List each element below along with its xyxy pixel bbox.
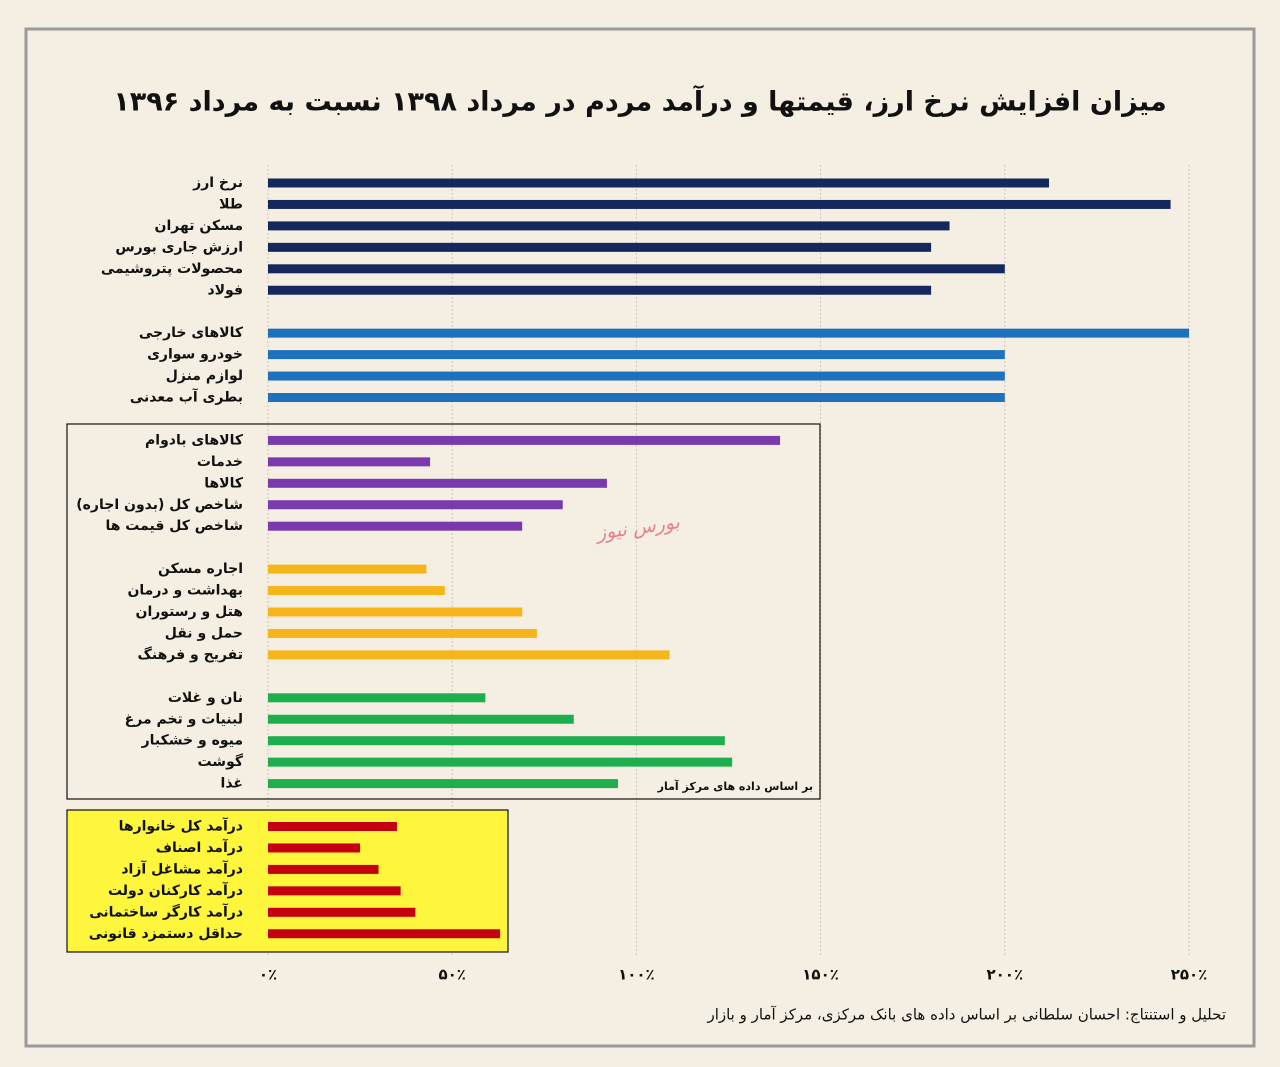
y-tick-label: بهداشت و درمان — [127, 583, 243, 599]
bar — [268, 264, 1005, 274]
y-tick-label: نرخ ارز — [192, 175, 243, 191]
y-tick-label: ارزش جاری بورس — [115, 239, 243, 255]
bar — [268, 457, 431, 467]
y-tick-label: حداقل دستمزد قانونی — [89, 926, 243, 942]
bar — [268, 714, 574, 724]
y-tick-label: شاخص کل قیمت ها — [105, 518, 243, 534]
bar — [268, 564, 427, 574]
y-tick-label: کالاهای خارجی — [139, 325, 244, 341]
bar — [268, 929, 501, 939]
bar — [268, 178, 1050, 188]
y-tick-label: گوشت — [197, 753, 243, 770]
note: بر اساس داده های مرکز آمار — [657, 779, 813, 793]
x-tick-label: ۲۰۰٪ — [986, 966, 1023, 984]
y-tick-label: درآمد کارگر ساختمانی — [89, 902, 243, 920]
x-tick-label: ۵۰٪ — [438, 966, 465, 984]
bar — [268, 586, 445, 596]
bar — [268, 500, 563, 510]
bar — [268, 693, 486, 703]
x-tick-label: ۱۵۰٪ — [802, 966, 839, 984]
bar — [268, 864, 379, 874]
y-tick-label: درآمد کل خانوارها — [119, 817, 243, 835]
y-tick-label: اجاره مسکن — [158, 561, 243, 577]
bar — [268, 822, 397, 831]
y-tick-label: میوه و خشکبار — [141, 733, 243, 749]
x-tick-label: ۱۰۰٪ — [618, 966, 655, 984]
chart-title: میزان افزایش نرخ ارز، قیمتها و درآمد مرد… — [113, 85, 1166, 118]
bar — [268, 607, 523, 617]
y-tick-label: خدمات — [197, 454, 243, 470]
bar — [268, 350, 1005, 360]
bar — [268, 393, 1005, 402]
x-tick-label: ۰٪ — [259, 966, 277, 984]
y-tick-label: درآمد اصناف — [156, 838, 243, 856]
y-tick-label: غذا — [221, 776, 243, 792]
y-tick-label: مسکن تهران — [155, 218, 243, 234]
y-tick-label: کالاها — [204, 475, 244, 491]
y-tick-label: لبنیات و تخم مرغ — [125, 711, 243, 727]
bar — [268, 435, 781, 445]
credit: تحلیل و استنتاج: احسان سلطانی بر اساس دا… — [706, 1006, 1226, 1025]
bar — [268, 285, 932, 295]
y-tick-label: خودرو سواری — [147, 347, 243, 363]
y-tick-label: تفریح و فرهنگ — [138, 646, 243, 663]
bar — [268, 221, 950, 231]
bar — [268, 628, 537, 638]
y-tick-label: لوازم منزل — [166, 368, 243, 384]
x-tick-label: ۲۵۰٪ — [1171, 966, 1208, 984]
bar — [268, 242, 932, 252]
y-tick-label: نان و غلات — [168, 690, 243, 706]
y-tick-label: طلا — [219, 196, 243, 212]
y-tick-label: محصولات پتروشیمی — [101, 261, 243, 277]
y-tick-label: بطری آب معدنی — [130, 388, 243, 406]
y-tick-label: کالاهای بادوام — [145, 432, 244, 448]
income-box — [66, 809, 509, 953]
bar — [268, 757, 733, 767]
y-tick-label: حمل و نقل — [165, 625, 243, 641]
bar — [268, 328, 1189, 338]
bar — [268, 650, 670, 660]
y-tick-label: درآمد مشاغل آزاد — [121, 859, 243, 877]
bar — [268, 478, 607, 488]
bar — [268, 736, 725, 746]
stats-box — [66, 423, 821, 800]
y-tick-label: شاخص کل (بدون اجاره) — [76, 497, 243, 513]
bar — [268, 371, 1005, 381]
bar — [268, 843, 361, 853]
bar — [268, 779, 618, 789]
bar — [268, 886, 401, 896]
y-tick-label: فولاد — [207, 282, 243, 298]
y-tick-label: هتل و رستوران — [136, 604, 244, 620]
bar — [268, 521, 523, 531]
bar — [268, 199, 1171, 209]
bar — [268, 907, 416, 917]
y-tick-label: درآمد کارکنان دولت — [108, 881, 243, 899]
frame — [24, 27, 1256, 1048]
